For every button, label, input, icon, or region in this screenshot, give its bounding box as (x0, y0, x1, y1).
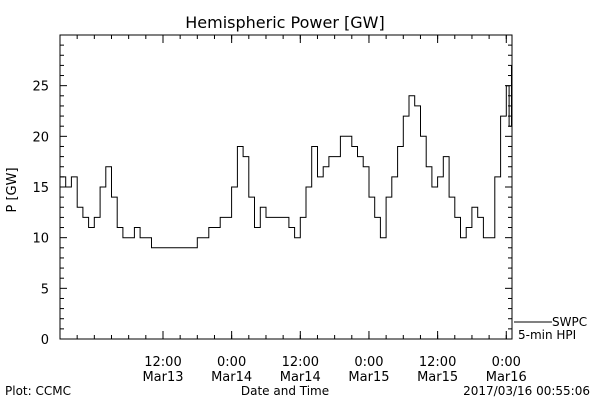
y-tick-label: 15 (32, 181, 49, 196)
x-tick-time-label: 0:00 (354, 355, 383, 370)
x-tick-date-label: Mar15 (417, 370, 458, 385)
footer-timestamp: 2017/03/16 00:55:06 (463, 384, 590, 398)
y-axis-label: P [GW] (5, 167, 20, 212)
legend-source-label: SWPC (552, 315, 587, 329)
footer-plot-credit: Plot: CCMC (5, 384, 71, 398)
y-tick-label: 20 (32, 130, 49, 145)
x-tick-date-label: Mar13 (142, 370, 183, 385)
series-layer (60, 65, 512, 249)
x-tick-date-label: Mar16 (486, 370, 527, 385)
y-tick-label: 0 (41, 333, 49, 348)
x-tick-date-label: Mar14 (280, 370, 321, 385)
x-tick-time-label: 12:00 (282, 355, 319, 370)
y-axis: 0 5 10 15 20 25 (32, 34, 512, 348)
x-axis: 12:00Mar130:00Mar1412:00Mar140:00Mar1512… (59, 35, 527, 385)
plot-frame (59, 34, 513, 340)
series-line-hpi (60, 65, 512, 249)
y-tick-label: 10 (32, 232, 49, 247)
x-axis-label: Date and Time (241, 384, 329, 398)
x-tick-time-label: 12:00 (419, 355, 456, 370)
y-tick-label: 25 (32, 80, 49, 95)
legend-series-label: 5-min HPI (518, 328, 576, 342)
y-tick-label: 5 (41, 282, 49, 297)
x-tick-time-label: 12:00 (144, 355, 181, 370)
x-tick-time-label: 0:00 (217, 355, 246, 370)
x-tick-time-label: 0:00 (492, 355, 521, 370)
legend: SWPC 5-min HPI (514, 315, 587, 342)
x-tick-date-label: Mar15 (348, 370, 389, 385)
chart-title: Hemispheric Power [GW] (185, 13, 384, 32)
x-tick-date-label: Mar14 (211, 370, 252, 385)
